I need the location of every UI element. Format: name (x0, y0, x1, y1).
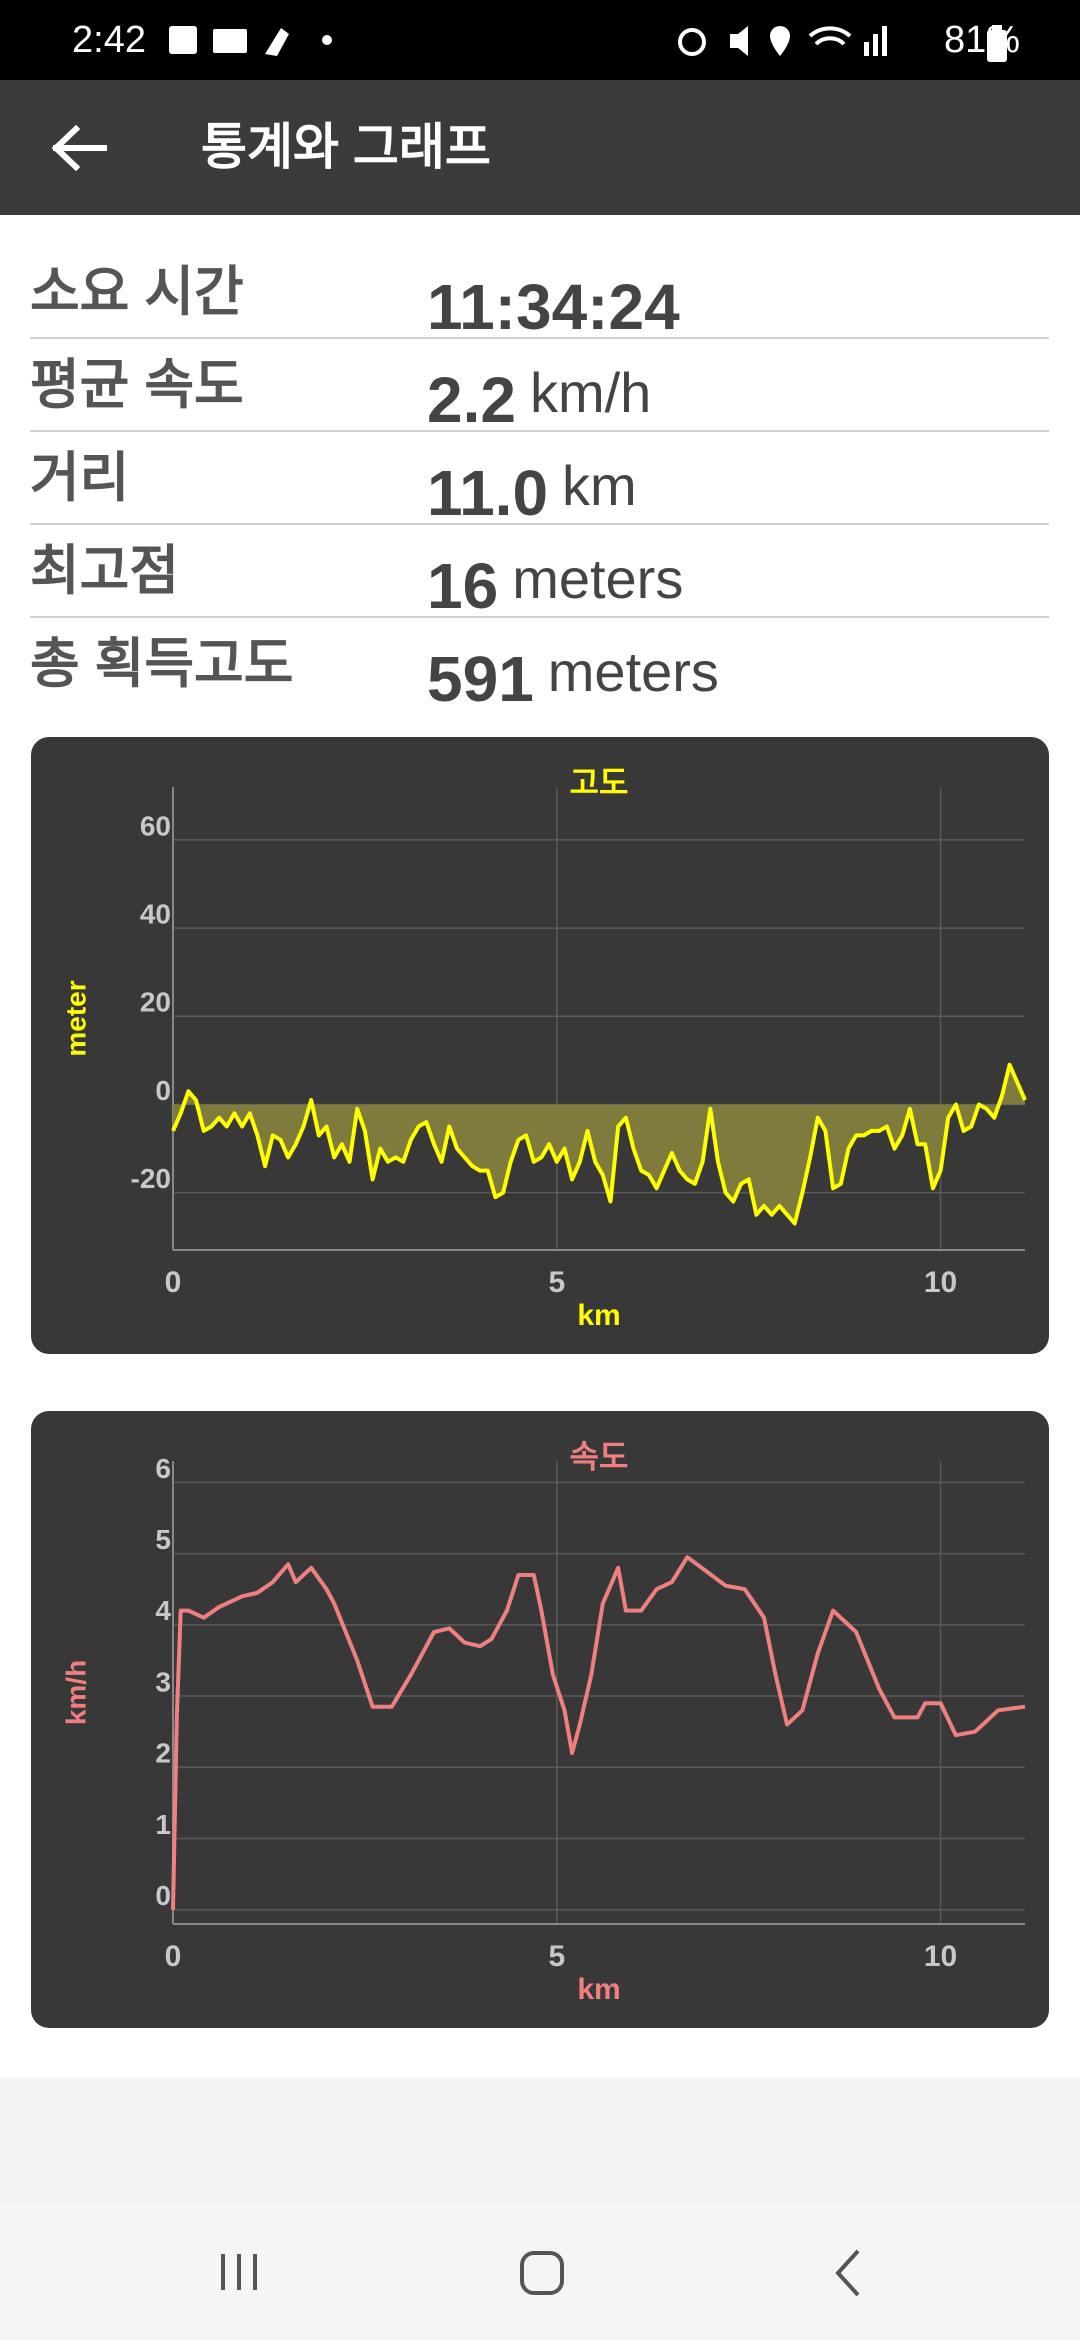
y-tick-label: 0 (155, 1075, 171, 1106)
stat-row: 총 획득고도 591 meters (30, 618, 1049, 715)
y-tick-label: 6 (155, 1453, 171, 1484)
stat-value-group: 11.0 km (427, 446, 637, 529)
x-tick-label: 10 (924, 1940, 957, 1973)
data-line (171, 1062, 1027, 1226)
status-icons-right (678, 26, 887, 56)
home-button[interactable] (518, 2249, 566, 2297)
data-line (171, 1555, 1026, 1910)
chart-card: -20 0 20 40 60 0 5 10 고도 km meter (31, 737, 1049, 1354)
stat-label: 최고점 (30, 541, 180, 601)
row-separator (30, 616, 1049, 618)
x-axis-label: km (577, 1299, 620, 1332)
stat-value-group: 591 meters (427, 632, 719, 715)
back-button[interactable] (52, 125, 108, 171)
y-tick-label: 5 (155, 1524, 171, 1555)
chart: -20 0 20 40 60 0 5 10 고도 km meter (60, 764, 1027, 1332)
y-tick-label: 4 (155, 1595, 171, 1626)
area-fill (173, 1064, 1025, 1224)
y-axis-label: km/h (60, 1660, 91, 1725)
stat-value: 11:34:24 (427, 271, 680, 343)
x-tick-label: 10 (924, 1266, 957, 1299)
chart-title: 고도 (570, 764, 629, 800)
y-tick-label: 40 (140, 898, 171, 929)
stat-unit: km/h (529, 361, 652, 424)
stat-row: 소요 시간 11:34:24 (30, 246, 1049, 343)
chart: 0 1 2 3 4 5 6 0 5 10 속도 km km/h (60, 1438, 1026, 2006)
back-nav-button[interactable] (830, 2247, 866, 2299)
stat-value-group: 11:34:24 (427, 260, 680, 343)
nav-bar (0, 2205, 1080, 2340)
y-tick-label: 3 (155, 1666, 171, 1697)
stat-value: 591 (427, 643, 534, 715)
y-tick-label: -20 (131, 1163, 171, 1194)
stat-value: 16 (427, 550, 499, 622)
x-tick-label: 0 (165, 1266, 182, 1299)
y-tick-label: 20 (140, 987, 171, 1018)
stat-label: 소요 시간 (30, 262, 244, 322)
bottom-space (0, 2078, 1080, 2205)
stat-value: 2.2 (427, 364, 516, 436)
stat-label: 총 획득고도 (30, 634, 294, 694)
stat-unit: km (562, 454, 637, 517)
status-icons (169, 26, 332, 56)
app-title: 통계와 그래프 (201, 119, 491, 175)
row-separator (30, 337, 1049, 339)
stat-value: 11.0 (427, 457, 549, 529)
x-tick-label: 5 (548, 1940, 565, 1973)
battery-level: 81% (943, 19, 1020, 61)
stat-unit: meters (512, 547, 684, 610)
x-tick-label: 0 (165, 1940, 182, 1973)
stat-value-group: 2.2 km/h (427, 353, 652, 436)
stat-row: 평균 속도 2.2 km/h (30, 339, 1049, 436)
row-separator (30, 523, 1049, 525)
y-tick-label: 60 (140, 810, 171, 841)
stat-label: 거리 (30, 448, 130, 508)
y-axis-label: meter (60, 980, 91, 1056)
stat-row: 거리 11.0 km (30, 432, 1049, 529)
chart-card: 0 1 2 3 4 5 6 0 5 10 속도 km km/h (31, 1411, 1049, 2028)
stat-row: 최고점 16 meters (30, 525, 1049, 622)
recent-apps-button[interactable] (215, 2250, 265, 2294)
row-separator (30, 430, 1049, 432)
y-tick-label: 2 (155, 1738, 171, 1769)
x-tick-label: 5 (548, 1266, 565, 1299)
y-tick-label: 1 (155, 1809, 171, 1840)
stat-label: 평균 속도 (30, 355, 244, 415)
y-tick-label: 0 (155, 1880, 171, 1911)
battery-icon (987, 25, 1007, 62)
stat-unit: meters (547, 640, 719, 703)
app-bar: 통계와 그래프 (0, 80, 1080, 215)
stat-value-group: 16 meters (427, 539, 684, 622)
x-axis-label: km (577, 1973, 620, 2006)
status-bar: 2:42 81% (0, 0, 1080, 80)
status-time: 2:42 (72, 19, 146, 61)
chart-title: 속도 (570, 1438, 629, 1474)
